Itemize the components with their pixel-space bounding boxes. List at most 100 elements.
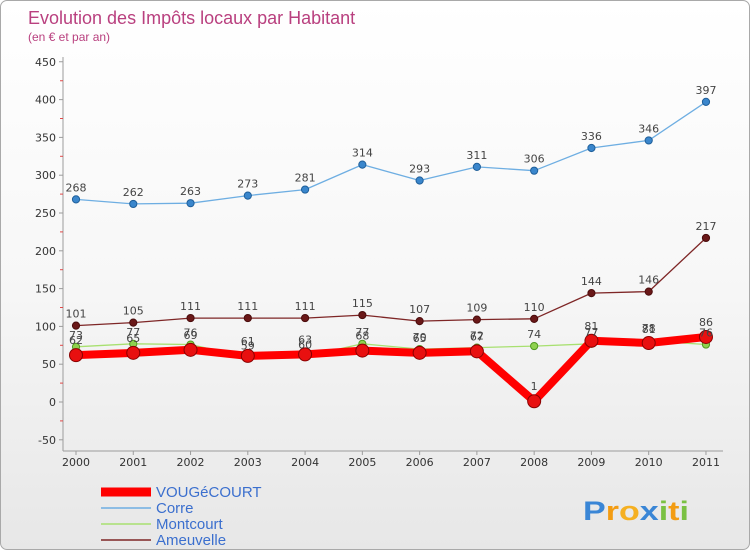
- data-label-vougecourt: 81: [584, 320, 598, 333]
- data-point-corre: [472, 162, 481, 171]
- data-point-ameuvelle: [243, 313, 252, 323]
- data-point-corre: [587, 143, 596, 153]
- data-point-vougecourt: [355, 343, 370, 358]
- data-label-corre: 262: [123, 186, 144, 199]
- data-point-corre: [300, 185, 310, 194]
- data-point-corre: [530, 166, 539, 175]
- y-tick-label: 0: [49, 396, 56, 409]
- x-tick-label: 2002: [177, 456, 205, 469]
- data-label-vougecourt: 86: [699, 316, 713, 329]
- data-label-montcourt: 59: [241, 339, 255, 352]
- data-label-montcourt: 77: [355, 326, 369, 339]
- data-label-vougecourt: 65: [413, 332, 427, 345]
- data-label-corre: 263: [180, 185, 201, 198]
- data-point-vougecourt: [469, 344, 484, 359]
- data-point-ameuvelle: [415, 317, 424, 326]
- data-label-ameuvelle: 111: [180, 300, 201, 313]
- x-tick-label: 2008: [520, 456, 548, 469]
- data-label-ameuvelle: 115: [352, 297, 373, 310]
- plot-area: -50 0 50 100 150 200 250 300 350 400 450 2000 2001 20…: [35, 56, 723, 469]
- series-line-vougecourt: [72, 333, 710, 406]
- data-label-montcourt: 76: [699, 327, 713, 340]
- data-label-ameuvelle: 144: [581, 275, 602, 288]
- data-point-corre: [415, 176, 424, 185]
- logo-letter: o: [619, 496, 640, 526]
- data-point-ameuvelle: [300, 313, 310, 323]
- data-label-corre: 268: [66, 181, 87, 194]
- data-point-corre: [644, 136, 653, 145]
- data-point-ameuvelle: [587, 289, 596, 298]
- x-tick-label: 2010: [635, 456, 663, 469]
- y-tick-label: 100: [35, 320, 56, 333]
- data-label-corre: 397: [695, 84, 716, 97]
- logo-letter: r: [606, 496, 620, 526]
- data-label-montcourt: 81: [642, 323, 656, 336]
- x-tick-label: 2004: [291, 456, 319, 469]
- data-point-vougecourt: [584, 333, 599, 348]
- data-point-ameuvelle: [644, 287, 653, 296]
- legend: VOUGéCOURT Corre Montcourt Ameuvelle: [101, 484, 262, 549]
- y-tick-label: 300: [35, 169, 56, 182]
- legend-label: Montcourt: [156, 516, 224, 533]
- chart-subtitle: (en € et par an): [28, 30, 110, 44]
- data-label-vougecourt: 78: [642, 322, 656, 335]
- y-tick-label: 250: [35, 207, 56, 220]
- y-tick-label: 450: [35, 56, 56, 69]
- data-label-montcourt: 76: [184, 327, 198, 340]
- y-tick-label: -50: [38, 434, 56, 447]
- data-label-vougecourt: 1: [531, 380, 538, 393]
- data-point-montcourt: [530, 341, 539, 351]
- data-label-ameuvelle: 110: [524, 301, 545, 314]
- data-label-corre: 336: [581, 130, 602, 143]
- data-label-vougecourt: 67: [470, 330, 484, 343]
- y-tick-label: 50: [42, 358, 56, 371]
- data-point-corre: [186, 199, 195, 208]
- data-point-corre: [701, 97, 711, 106]
- logo-letter: t: [668, 496, 679, 526]
- data-label-corre: 273: [237, 178, 258, 191]
- series-line-ameuvelle: [75, 237, 707, 327]
- data-point-vougecourt: [240, 348, 255, 363]
- data-label-montcourt: 72: [470, 330, 484, 343]
- x-tick-label: 2001: [119, 456, 147, 469]
- legend-label: Corre: [156, 500, 194, 517]
- data-point-vougecourt: [126, 345, 141, 360]
- data-point-ameuvelle: [186, 313, 195, 323]
- y-tick-label: 150: [35, 283, 56, 296]
- x-tick-label: 2006: [406, 456, 434, 469]
- data-point-ameuvelle: [472, 315, 481, 324]
- data-point-vougecourt: [298, 347, 313, 362]
- data-label-corre: 311: [466, 149, 487, 162]
- data-label-vougecourt: 69: [184, 329, 198, 342]
- data-point-vougecourt: [412, 345, 427, 360]
- data-label-ameuvelle: 111: [237, 300, 258, 313]
- data-point-vougecourt: [69, 348, 83, 363]
- legend-item-vougecourt: VOUGéCOURT: [101, 484, 262, 501]
- data-label-montcourt: 60: [298, 339, 312, 352]
- data-label-ameuvelle: 217: [695, 220, 716, 233]
- legend-item-corre: Corre: [101, 500, 194, 517]
- legend-label: Ameuvelle: [156, 532, 226, 549]
- data-point-corre: [243, 191, 252, 200]
- data-label-vougecourt: 61: [241, 335, 255, 348]
- x-tick-label: 2007: [463, 456, 491, 469]
- data-label-corre: 293: [409, 162, 430, 175]
- logo-letter: P: [583, 496, 606, 526]
- x-tick-label: 2000: [62, 456, 90, 469]
- x-tick-label: 2005: [348, 456, 376, 469]
- data-label-corre: 346: [638, 122, 659, 135]
- y-tick-label: 350: [35, 131, 56, 144]
- data-point-ameuvelle: [129, 318, 138, 327]
- logo-letter: i: [659, 496, 668, 526]
- logo-letter: i: [680, 496, 689, 526]
- data-label-corre: 281: [295, 172, 316, 185]
- data-label-montcourt: 77: [126, 326, 140, 339]
- data-label-montcourt: 70: [413, 331, 427, 344]
- data-label-ameuvelle: 109: [466, 302, 487, 315]
- data-label-vougecourt: 68: [355, 330, 369, 343]
- data-label-ameuvelle: 101: [66, 308, 87, 321]
- data-point-corre: [71, 195, 81, 204]
